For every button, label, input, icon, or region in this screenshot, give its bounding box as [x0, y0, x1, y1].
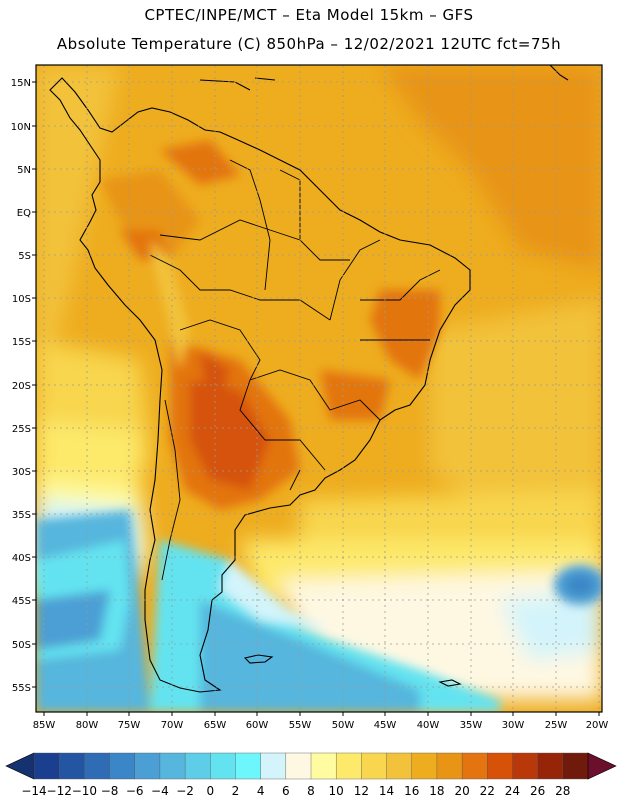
colorbar-label: 4 — [257, 784, 265, 798]
colorbar-swatch — [260, 752, 287, 780]
lon-label: 55W — [289, 720, 312, 731]
lon-label: 85W — [33, 720, 56, 731]
colorbar-label: 0 — [206, 784, 214, 798]
lon-label: 80W — [76, 720, 99, 731]
lon-label: 70W — [161, 720, 184, 731]
lon-label: 65W — [204, 720, 227, 731]
lat-label: 5S — [18, 251, 31, 262]
lat-label: 25S — [12, 424, 31, 435]
lon-label: 25W — [545, 720, 568, 731]
colorbar-label: 24 — [505, 784, 520, 798]
colorbar-labels: −14 −12 −10 −8 −6 −4 −2 0 2 4 6 8 10 12 14 16 18 20 22 24 26… — [21, 784, 570, 798]
colorbar-label: −10 — [72, 784, 97, 798]
colorbar-swatch — [537, 752, 564, 780]
lat-label: 45S — [12, 596, 31, 607]
color-legend: −14 −12 −10 −8 −6 −4 −2 0 2 4 6 8 10 12 14 16 18 20 22 24 26… — [5, 752, 617, 798]
map-title-line1: CPTEC/INPE/MCT – Eta Model 15km – GFS — [144, 6, 474, 24]
colorbar-label: −8 — [101, 784, 119, 798]
colorbar-label: −6 — [126, 784, 144, 798]
map-frame — [35, 64, 603, 713]
lat-label: 20S — [12, 381, 31, 392]
latitude-labels: 15N 10N 5N EQ 5S 10S 15S 20S 25S 30S 35S… — [11, 78, 31, 694]
colorbar-swatch — [235, 752, 262, 780]
colorbar-swatch — [285, 752, 312, 780]
colorbar-swatches — [33, 752, 589, 780]
colorbar-swatch — [335, 752, 362, 780]
map-title-line2: Absolute Temperature (C) 850hPa – 12/02/… — [56, 35, 562, 53]
colorbar-swatch — [134, 752, 161, 780]
colorbar-swatch — [361, 752, 388, 780]
colorbar-swatch — [310, 752, 337, 780]
lon-label: 60W — [246, 720, 269, 731]
colorbar-right-arrow — [587, 752, 617, 780]
colorbar-swatch — [512, 752, 539, 780]
colorbar-label: 10 — [329, 784, 344, 798]
colorbar-left-arrow — [5, 752, 35, 780]
lon-label: 45W — [374, 720, 397, 731]
lat-label: 10S — [12, 294, 31, 305]
colorbar-swatch — [487, 752, 513, 780]
lat-label: 15S — [12, 337, 31, 348]
lat-label: 50S — [12, 640, 31, 651]
colorbar-label: 6 — [282, 784, 290, 798]
lat-label: 5N — [17, 165, 31, 176]
colorbar-label: −12 — [47, 784, 72, 798]
graticule — [36, 65, 602, 712]
colorbar-label: 14 — [379, 784, 394, 798]
colorbar-label: 22 — [480, 784, 495, 798]
longitude-labels: 85W 80W 75W 70W 65W 60W 55W 50W 45W 40W … — [33, 720, 609, 731]
lat-label: 15N — [11, 78, 31, 89]
colorbar-swatch — [562, 752, 589, 780]
lat-label: 35S — [12, 510, 31, 521]
axis-ticks — [32, 81, 600, 716]
colorbar-label: 18 — [429, 784, 444, 798]
colorbar-label: −2 — [176, 784, 194, 798]
colorbar-swatch — [411, 752, 438, 780]
lon-label: 75W — [118, 720, 141, 731]
lat-label: 10N — [11, 122, 31, 133]
colorbar-swatch — [184, 752, 211, 780]
lat-label: 55S — [12, 683, 31, 694]
colorbar-label: 8 — [307, 784, 315, 798]
colorbar-label: 12 — [354, 784, 369, 798]
lat-label: 30S — [12, 467, 31, 478]
lon-label: 20W — [586, 720, 609, 731]
colorbar-swatch — [84, 752, 111, 780]
lon-label: 30W — [502, 720, 525, 731]
colorbar-swatch — [159, 752, 186, 780]
lat-label: 40S — [12, 553, 31, 564]
colorbar-label: −4 — [151, 784, 169, 798]
colorbar-swatch — [33, 752, 60, 780]
colorbar-label: 20 — [454, 784, 469, 798]
lon-label: 35W — [460, 720, 483, 731]
colorbar-swatch — [210, 752, 236, 780]
colorbar-swatch — [109, 752, 136, 780]
colorbar-swatch — [436, 752, 463, 780]
colorbar-swatch — [58, 752, 85, 780]
south-america-coastline — [49, 77, 471, 693]
colorbar-label: −14 — [21, 784, 46, 798]
temperature-field — [36, 65, 602, 712]
colorbar-label: 28 — [555, 784, 570, 798]
lon-label: 50W — [332, 720, 355, 731]
colorbar-swatch — [386, 752, 413, 780]
colorbar-label: 2 — [232, 784, 240, 798]
colorbar-label: 16 — [404, 784, 419, 798]
lat-label: EQ — [17, 208, 31, 219]
lon-label: 40W — [417, 720, 440, 731]
colorbar-label: 26 — [530, 784, 545, 798]
colorbar-swatch — [461, 752, 488, 780]
